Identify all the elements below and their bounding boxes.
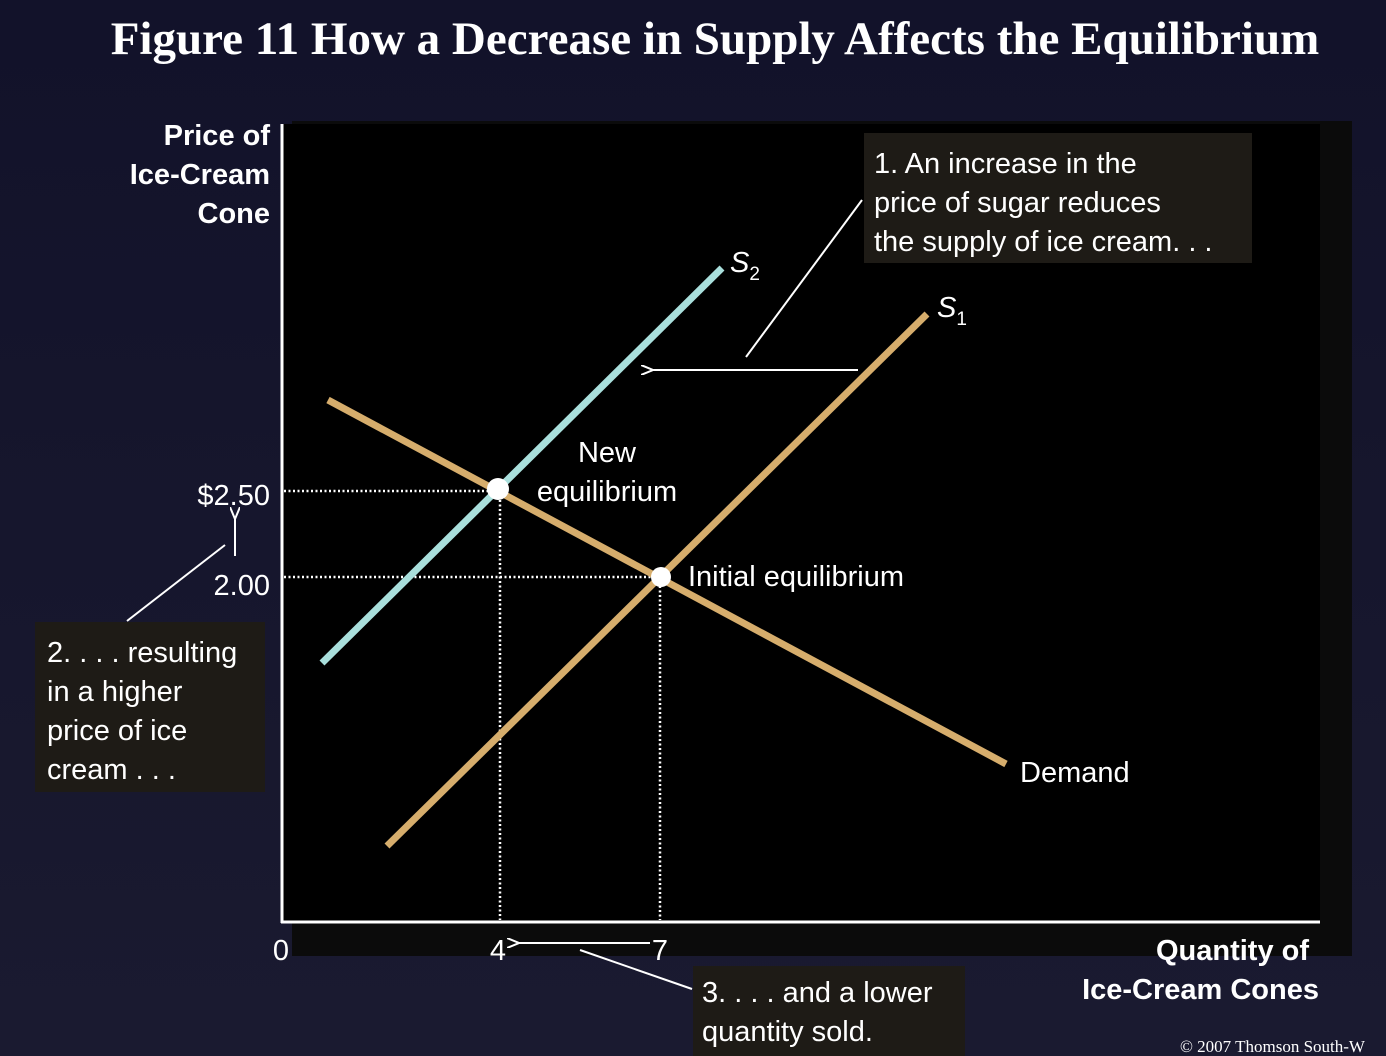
supply-2-label: S2 [730,247,760,285]
annotation-box [35,622,265,792]
y-tick-label: 2.00 [214,570,270,602]
copyright: © 2007 Thomson South-W [1180,1037,1366,1056]
supply-1-label: S1 [937,292,967,330]
supply-2-curve [319,265,725,666]
annotation-box [693,966,965,1056]
pointer-line [126,544,226,622]
annotation-text: price of ice [47,715,187,747]
initial-equilibrium-point [651,567,671,587]
y-axis-title: Cone [198,198,271,230]
pointer-line [745,199,863,358]
point-label: Initial equilibrium [688,561,904,593]
annotation-box [864,133,1252,263]
x-tick-label: 4 [490,935,506,967]
new-equilibrium-point [487,478,509,500]
x-axis-title: Quantity of [1156,935,1309,967]
pointer-line [579,949,693,990]
curve-letter: S [937,292,957,324]
curve-letter: S [730,247,750,279]
demand-label: Demand [1020,757,1130,789]
point-label: New [578,437,637,469]
annotation-text: in a higher [47,676,183,708]
y-axis-title: Price of [164,120,271,152]
annotation-text: 2. . . . resulting [47,637,237,669]
annotation-text: cream . . . [47,754,176,786]
origin-label: 0 [273,935,289,967]
annotation-text: the supply of ice cream. . . [874,226,1212,258]
curve-subscript: 1 [956,309,967,330]
point-label: equilibrium [537,476,677,508]
title: Figure 11 How a Decrease in Supply Affec… [111,13,1320,65]
annotation-text: quantity sold. [702,1016,873,1048]
y-axis-title: Ice-Cream [130,159,270,191]
x-tick-label: 7 [652,935,668,967]
annotation-text: 3. . . . and a lower [702,977,933,1009]
y-tick-label: $2.50 [197,480,270,512]
x-axis-title: Ice-Cream Cones [1082,974,1319,1006]
curve-subscript: 2 [749,264,760,285]
annotation-text: 1. An increase in the [874,148,1137,180]
annotation-text: price of sugar reduces [874,187,1161,219]
